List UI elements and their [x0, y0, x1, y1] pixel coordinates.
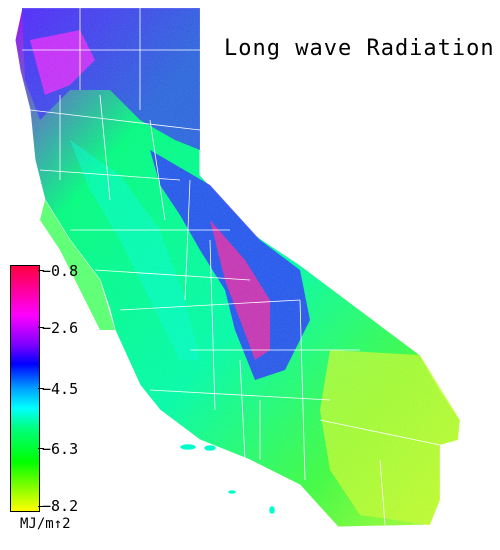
county-boundaries [22, 8, 441, 526]
legend-tickmark [38, 506, 44, 507]
legend-tick-3: −4.5 [42, 380, 79, 398]
legend-tickmark [38, 327, 44, 328]
legend-tick-5: −8.2 [42, 497, 79, 515]
channel-islands [179, 443, 276, 515]
legend-tickmark [38, 388, 44, 389]
legend-tick-4: −6.3 [42, 440, 79, 458]
legend-colorbar [10, 265, 40, 512]
legend-tickmark [38, 448, 44, 449]
coast-green [40, 200, 115, 330]
map-title: Long wave Radiation [224, 36, 495, 61]
legend-tickmark [38, 270, 44, 271]
legend-tick-1: −0.8 [42, 262, 79, 280]
legend-units: MJ/m↑2 [20, 516, 71, 532]
legend-tick-2: −2.6 [42, 319, 79, 337]
